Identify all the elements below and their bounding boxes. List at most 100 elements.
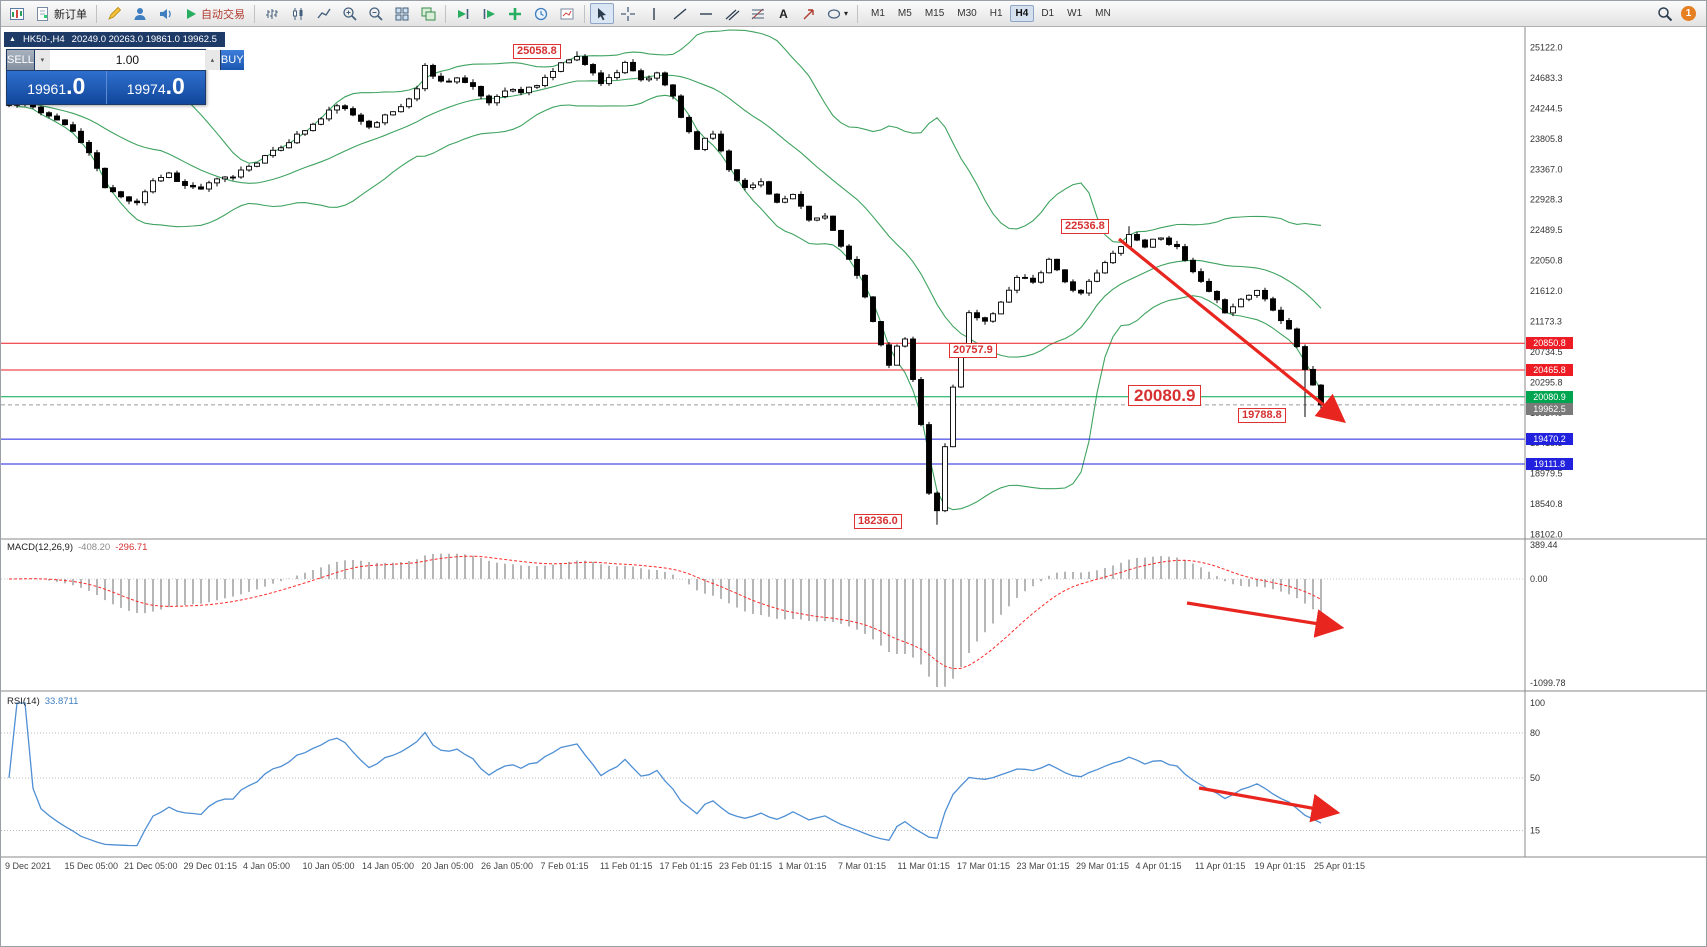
svg-text:24683.3: 24683.3 [1530,73,1563,83]
new-order-button[interactable]: 新订单 [31,3,91,24]
svg-text:23 Feb 01:15: 23 Feb 01:15 [719,861,772,871]
panel-frame [1,27,1706,858]
svg-text:20295.8: 20295.8 [1530,377,1563,387]
timeframe-w1-button[interactable]: W1 [1061,5,1088,22]
bars-chart-icon [266,8,278,19]
price-axis-tag: 20850.8 [1526,337,1573,349]
buy-price[interactable]: 19974.0 [105,71,206,104]
svg-text:25 Apr 01:15: 25 Apr 01:15 [1314,861,1365,871]
candles-chart-button[interactable] [286,3,310,24]
timeframe-h4-button[interactable]: H4 [1009,5,1035,22]
svg-text:7 Mar 01:15: 7 Mar 01:15 [838,861,886,871]
symbol-name: HK50-,H4 [22,34,65,45]
timeframe-h1-button[interactable]: H1 [984,5,1009,22]
crosshair-icon [621,6,635,21]
price-annotation[interactable]: 18236.0 [854,514,902,529]
sell-price[interactable]: 19961.0 [27,73,86,99]
profiles-button[interactable] [128,3,152,24]
timeframe-m5-button[interactable]: M5 [892,5,918,22]
toolbar-separator [584,4,585,23]
auto-scroll-icon [458,8,469,19]
cursor-tool-button[interactable] [590,3,614,24]
alerts-button[interactable] [154,3,178,24]
timeframe-d1-button[interactable]: D1 [1035,5,1060,22]
tile-windows-icon [395,7,409,20]
price-annotation[interactable]: 25058.8 [513,44,561,59]
zoom-in-icon [343,6,357,21]
vertical-line-tool-button[interactable] [642,3,666,24]
svg-text:23 Mar 01:15: 23 Mar 01:15 [1017,861,1070,871]
svg-text:4 Apr 01:15: 4 Apr 01:15 [1136,861,1182,871]
line-chart-button[interactable] [312,3,336,24]
chart-shift-icon [483,8,495,19]
svg-text:-1099.78: -1099.78 [1530,678,1566,688]
trend-arrow[interactable] [1117,237,1346,424]
sell-button[interactable]: SELL [7,50,35,70]
svg-text:20734.5: 20734.5 [1530,347,1563,357]
volume-increase-button[interactable]: ▴ [204,50,220,70]
rsi-label: RSI(14) 33.8711 [7,696,79,707]
zoom-out-button[interactable] [364,3,388,24]
svg-text:15 Dec 05:00: 15 Dec 05:00 [65,861,119,871]
bars-chart-button[interactable] [260,3,284,24]
zoom-out-icon [369,6,383,21]
timeframe-m30-button[interactable]: M30 [951,5,982,22]
crosshair-tool-button[interactable] [616,3,640,24]
timeframe-mn-button[interactable]: MN [1089,5,1117,22]
template-chart-icon [560,8,574,19]
volume-decrease-button[interactable]: ▾ [34,50,50,70]
trend-arrows[interactable] [1117,237,1346,823]
trade-widget-controls: SELL ▾ ▴ BUY [7,50,244,71]
svg-text:100: 100 [1530,698,1545,708]
ellipse-icon [827,8,841,19]
volume-input[interactable] [49,50,205,70]
svg-text:21 Dec 05:00: 21 Dec 05:00 [124,861,178,871]
price-annotation[interactable]: 20080.9 [1128,385,1202,406]
arrow-label-tool-button[interactable] [797,3,821,24]
cascade-windows-button[interactable] [416,3,440,24]
price-axis-tag: 20465.8 [1526,364,1573,376]
chart-shift-button[interactable] [477,3,501,24]
trend-arrow[interactable] [1198,786,1341,823]
price-annotation[interactable]: 20757.9 [949,343,997,358]
svg-text:11 Feb 01:15: 11 Feb 01:15 [600,861,652,871]
trendline-icon [673,7,687,20]
new-chart-plus-button[interactable] [503,3,527,24]
person-icon [134,7,146,20]
metaeditor-button[interactable] [102,3,126,24]
timeframe-m15-button[interactable]: M15 [919,5,950,22]
search-button[interactable] [1653,3,1677,24]
svg-text:21173.3: 21173.3 [1530,317,1562,327]
shapes-tool-button[interactable]: ▾ [823,3,852,24]
channel-tool-button[interactable] [720,3,744,24]
trendline-tool-button[interactable] [668,3,692,24]
svg-text:9 Dec 2021: 9 Dec 2021 [5,861,51,871]
svg-text:26 Jan 05:00: 26 Jan 05:00 [481,861,533,871]
algo-trading-button[interactable]: 自动交易 [180,3,249,24]
notification-badge[interactable]: 1 [1681,6,1696,21]
trend-arrow[interactable] [1186,601,1345,638]
channel-icon [725,9,740,20]
auto-scroll-button[interactable] [451,3,475,24]
collapse-icon[interactable]: ▲ [9,36,16,43]
price-annotation[interactable]: 19788.8 [1238,408,1286,423]
symbol-info-bar: ▲ HK50-,H4 20249.0 20263.0 19861.0 19962… [4,32,225,47]
timeframe-m1-button[interactable]: M1 [865,5,891,22]
zoom-in-button[interactable] [338,3,362,24]
svg-text:11 Apr 01:15: 11 Apr 01:15 [1195,861,1245,871]
symbol-ohlc: 20249.0 20263.0 19861.0 19962.5 [71,34,217,45]
chart-window-button[interactable] [5,3,29,24]
tile-windows-button[interactable] [390,3,414,24]
svg-text:17 Mar 01:15: 17 Mar 01:15 [957,861,1010,871]
svg-text:18979.5: 18979.5 [1530,469,1563,479]
text-tool-button[interactable]: A [772,3,795,24]
svg-text:22928.3: 22928.3 [1530,195,1563,205]
horizontal-line-tool-button[interactable] [694,3,718,24]
svg-text:10 Jan 05:00: 10 Jan 05:00 [303,861,355,871]
templates-button[interactable] [555,3,579,24]
fibonacci-tool-button[interactable] [746,3,770,24]
buy-button[interactable]: BUY [219,50,244,70]
price-annotation[interactable]: 22536.8 [1061,219,1109,234]
period-button[interactable] [529,3,553,24]
